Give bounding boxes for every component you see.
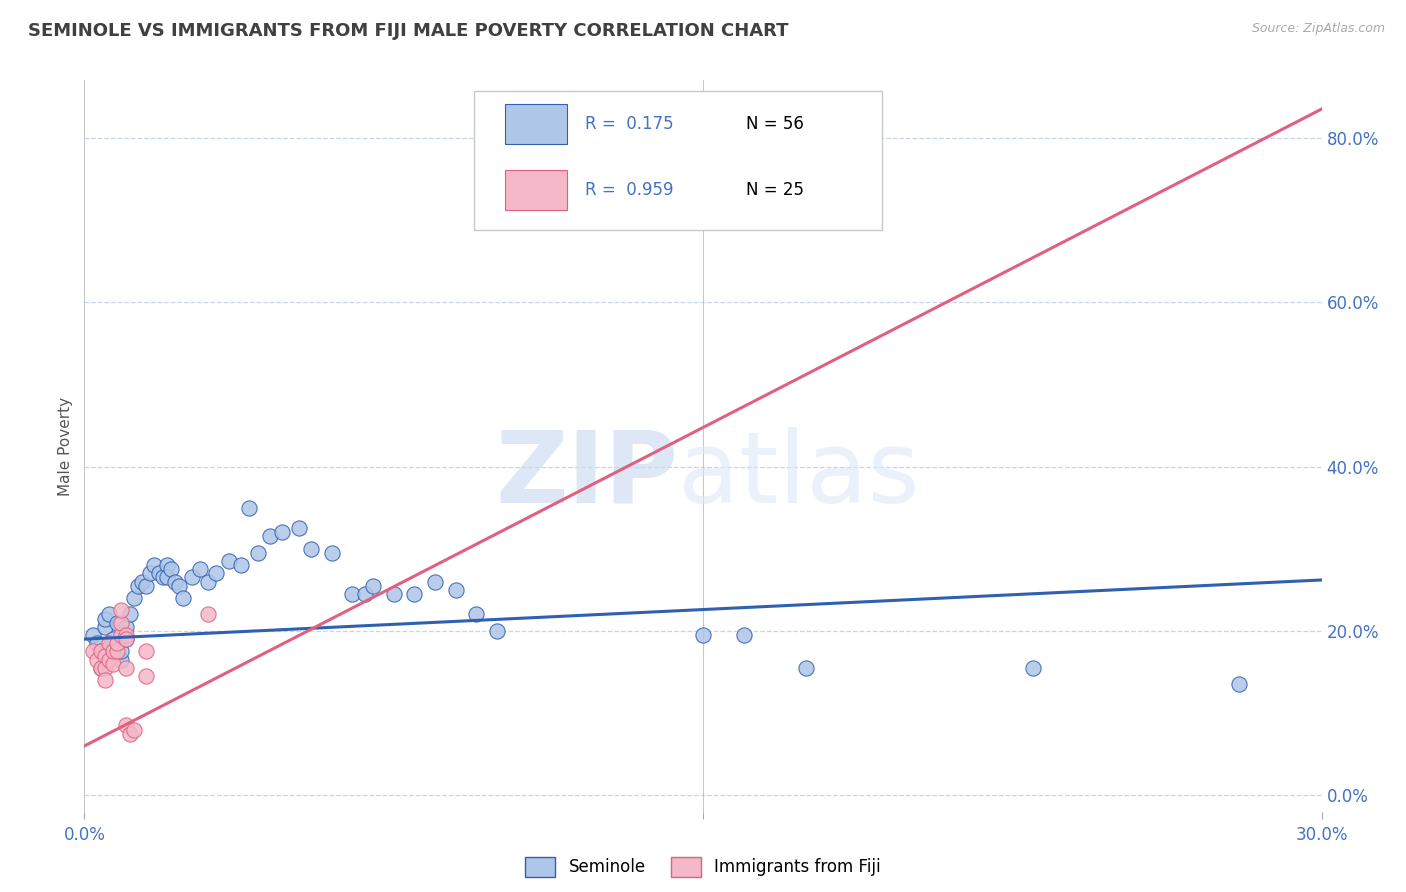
Legend: Seminole, Immigrants from Fiji: Seminole, Immigrants from Fiji <box>526 857 880 877</box>
Point <box>94 611 117 625</box>
Point <box>404 587 426 601</box>
Point <box>131 574 153 589</box>
Point <box>105 615 128 630</box>
Point <box>118 726 141 740</box>
Point <box>152 570 174 584</box>
Point <box>82 628 104 642</box>
Point <box>156 570 179 584</box>
Text: N = 25: N = 25 <box>747 181 804 199</box>
Text: SEMINOLE VS IMMIGRANTS FROM FIJI MALE POVERTY CORRELATION CHART: SEMINOLE VS IMMIGRANTS FROM FIJI MALE PO… <box>28 22 789 40</box>
Point <box>135 669 157 683</box>
Text: atlas: atlas <box>678 426 920 524</box>
Point <box>259 529 281 543</box>
Point <box>82 644 104 658</box>
Point <box>143 558 166 573</box>
Point <box>361 579 384 593</box>
Point <box>321 546 343 560</box>
Point <box>105 644 128 658</box>
Point <box>423 574 446 589</box>
Bar <box>505 169 567 211</box>
Point <box>103 644 125 658</box>
Point <box>114 718 136 732</box>
Point <box>110 615 132 630</box>
Point <box>148 566 170 581</box>
Point <box>218 554 240 568</box>
Point <box>90 661 112 675</box>
Point <box>1227 677 1250 691</box>
Point <box>444 582 467 597</box>
Point <box>105 636 128 650</box>
Point <box>246 546 269 560</box>
Point <box>94 648 117 663</box>
Point <box>205 566 228 581</box>
Point <box>114 632 136 647</box>
Point <box>167 579 190 593</box>
Text: R =  0.959: R = 0.959 <box>585 181 673 199</box>
Point <box>139 566 162 581</box>
Point <box>156 558 179 573</box>
Point <box>465 607 488 622</box>
Point <box>288 521 311 535</box>
Point <box>485 624 508 638</box>
Point <box>110 644 132 658</box>
Point <box>238 500 260 515</box>
Point <box>353 587 375 601</box>
Point <box>180 570 202 584</box>
Point <box>90 644 112 658</box>
Point <box>122 591 145 605</box>
Point <box>98 640 121 655</box>
Point <box>114 628 136 642</box>
Point <box>160 562 183 576</box>
Point <box>127 579 149 593</box>
Point <box>94 661 117 675</box>
Point <box>98 607 121 622</box>
Point <box>86 653 108 667</box>
Point <box>90 644 112 658</box>
Point <box>110 653 132 667</box>
Point <box>114 632 136 647</box>
Point <box>271 525 294 540</box>
Point <box>342 587 364 601</box>
Point <box>197 607 219 622</box>
Point <box>114 661 136 675</box>
Point <box>135 579 157 593</box>
Point <box>794 661 817 675</box>
Point <box>86 636 108 650</box>
Point <box>90 661 112 675</box>
Point <box>1022 661 1045 675</box>
Point <box>135 644 157 658</box>
Point <box>172 591 194 605</box>
Point <box>98 636 121 650</box>
Text: ZIP: ZIP <box>495 426 678 524</box>
Point <box>692 628 714 642</box>
Bar <box>505 104 567 145</box>
Text: N = 56: N = 56 <box>747 115 804 133</box>
Point <box>94 673 117 688</box>
Text: R =  0.175: R = 0.175 <box>585 115 673 133</box>
FancyBboxPatch shape <box>474 91 883 230</box>
Y-axis label: Male Poverty: Male Poverty <box>58 396 73 496</box>
Point <box>110 628 132 642</box>
Point <box>188 562 211 576</box>
Point <box>110 603 132 617</box>
Text: Source: ZipAtlas.com: Source: ZipAtlas.com <box>1251 22 1385 36</box>
Point <box>165 574 187 589</box>
Point <box>122 723 145 737</box>
Point <box>118 607 141 622</box>
Point <box>197 574 219 589</box>
Point <box>299 541 322 556</box>
Point <box>733 628 755 642</box>
Point <box>94 620 117 634</box>
Point <box>98 653 121 667</box>
Point <box>382 587 405 601</box>
Point <box>229 558 252 573</box>
Point <box>103 632 125 647</box>
Point <box>114 620 136 634</box>
Point <box>103 657 125 671</box>
